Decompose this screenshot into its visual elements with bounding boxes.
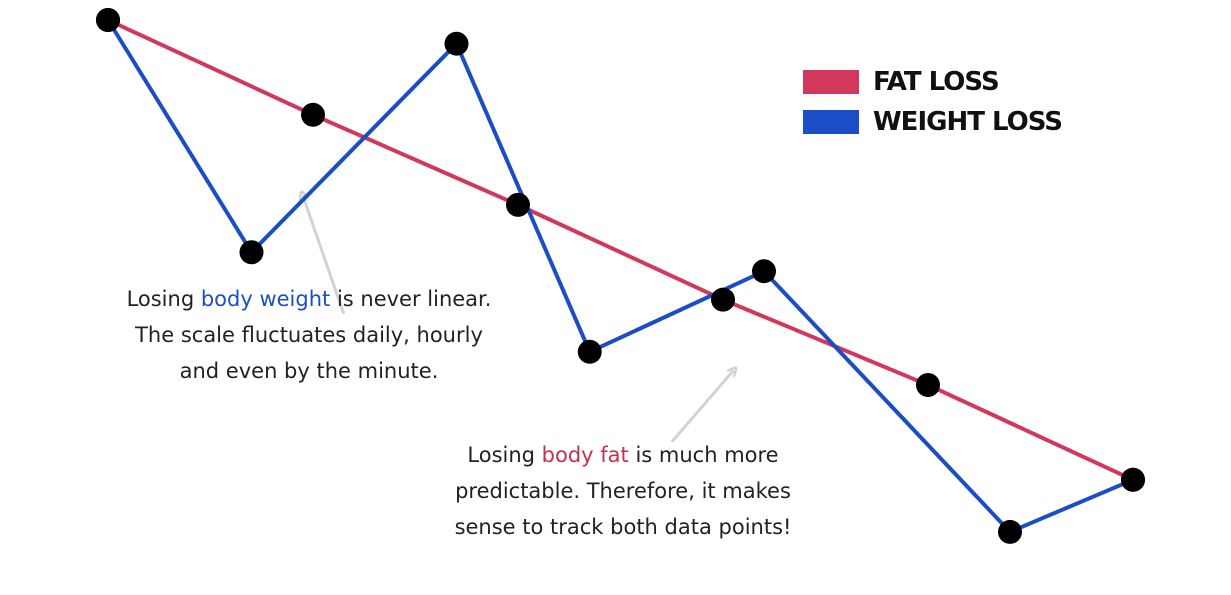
legend: FAT LOSS WEIGHT LOSS [803,62,1063,142]
annotation-weight-line-3: and even by the minute. [44,353,574,389]
annotation-arrow-weight [303,195,346,315]
data-point-fat-loss-3 [711,287,735,312]
annotation-weight: Losing body weight is never linear. The … [44,281,574,389]
annotation-text: is much more [628,443,779,467]
annotation-arrow-fat [670,371,734,443]
data-point-weight-loss-2 [444,31,469,56]
annotation-text: is never linear. [330,287,492,311]
data-point-weight-loss-0 [96,8,120,32]
data-point-fat-loss-4 [916,372,940,397]
annotation-weight-line-1: Losing body weight is never linear. [44,281,574,317]
annotation-highlight-body-fat: body fat [541,443,629,467]
annotation-text: Losing [467,443,542,467]
legend-item-weight-loss: WEIGHT LOSS [803,102,1063,142]
annotation-text: Losing [126,287,201,311]
annotation-fat-line-2: predictable. Therefore, it makes [388,473,858,509]
annotation-text: The scale fluctuates daily, hourly [135,323,483,347]
legend-label-weight-loss: WEIGHT LOSS [873,107,1063,137]
annotation-fat-line-1: Losing body fat is much more [388,437,858,473]
data-point-weight-loss-6 [1121,467,1145,492]
annotation-highlight-body-weight: body weight [200,287,331,311]
legend-label-fat-loss: FAT LOSS [873,67,1000,97]
legend-swatch-weight-loss [803,110,859,134]
annotation-text: and even by the minute. [179,359,439,383]
legend-item-fat-loss: FAT LOSS [803,62,1062,102]
data-point-weight-loss-5 [998,519,1022,544]
data-point-weight-loss-1 [239,240,264,265]
data-point-weight-loss-3 [577,339,602,364]
annotation-fat: Losing body fat is much more predictable… [388,437,858,545]
annotation-fat-line-3: sense to track both data points! [388,509,858,545]
data-point-weight-loss-4 [752,259,776,284]
series-points [96,8,1145,544]
data-point-fat-loss-2 [506,192,530,217]
annotation-weight-line-2: The scale fluctuates daily, hourly [44,317,574,353]
annotation-text: predictable. Therefore, it makes [455,479,791,503]
annotation-text: sense to track both data points! [454,515,792,539]
annotation-arrows [303,195,734,443]
legend-swatch-fat-loss [803,70,859,94]
data-point-fat-loss-1 [301,102,325,127]
series-line-fat-loss [107,18,1134,482]
